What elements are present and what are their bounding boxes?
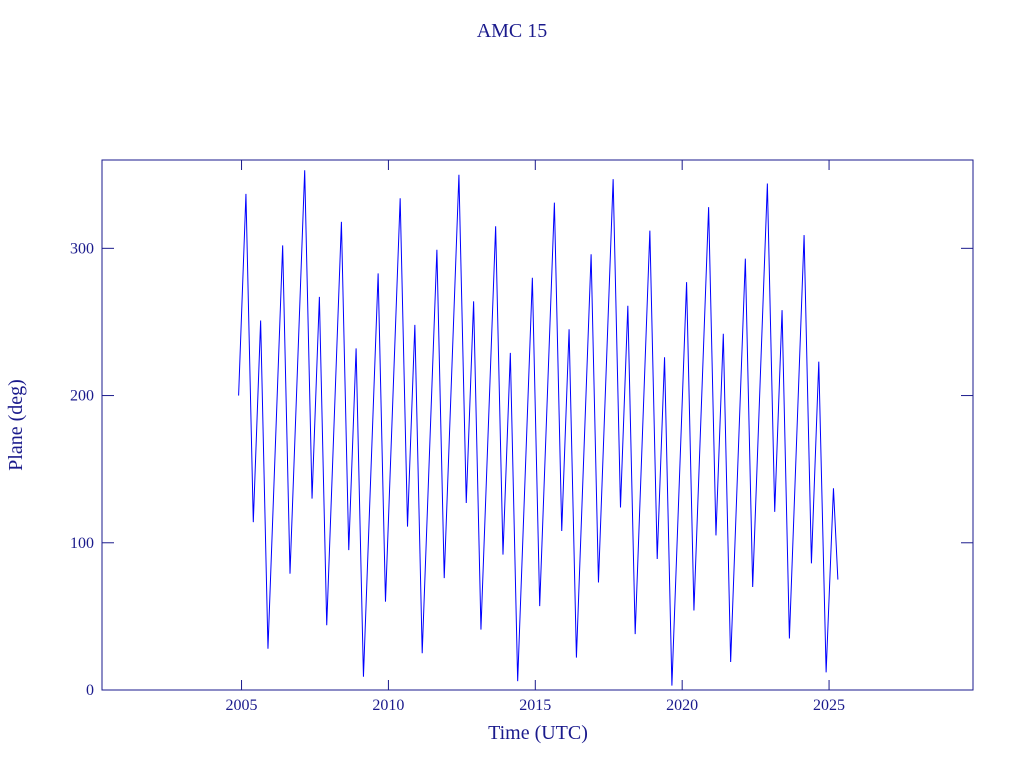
y-tick-label: 100 <box>70 535 94 552</box>
y-tick-label: 200 <box>70 388 94 405</box>
plot-frame <box>101 159 974 691</box>
y-axis-label: Plane (deg) <box>5 379 27 471</box>
x-tick-label: 2010 <box>372 697 404 714</box>
x-tick-label: 2015 <box>519 697 551 714</box>
y-tick-label: 0 <box>86 682 94 699</box>
chart-title: AMC 15 <box>477 20 548 42</box>
data-line <box>238 170 839 686</box>
y-tick-label: 300 <box>70 240 94 257</box>
x-tick-label: 2025 <box>813 697 845 714</box>
x-tick-label: 2005 <box>226 697 258 714</box>
x-axis-label: Time (UTC) <box>488 722 588 744</box>
x-tick-label: 2020 <box>666 697 698 714</box>
